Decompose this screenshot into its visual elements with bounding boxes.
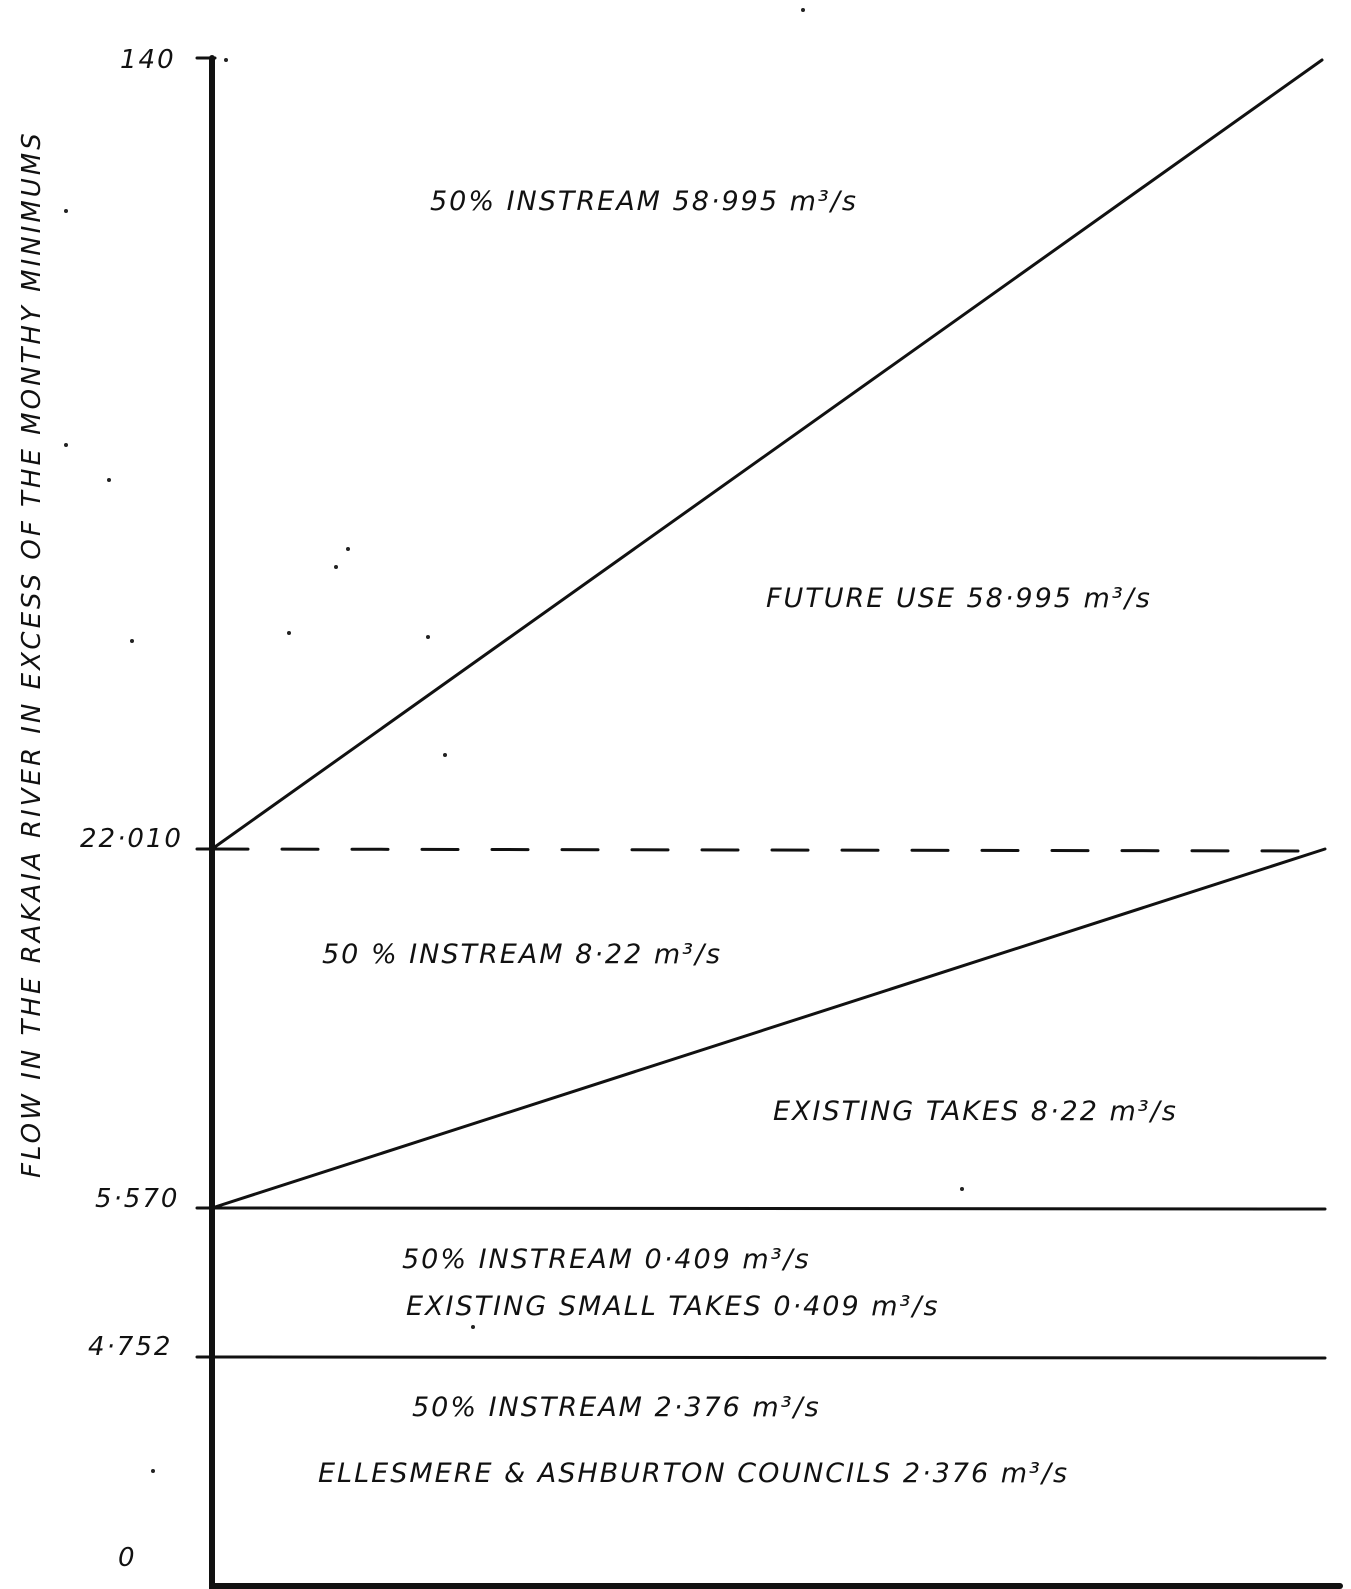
speck	[151, 1469, 155, 1473]
speck	[471, 1325, 475, 1329]
boundary-line-4752	[210, 1355, 1327, 1360]
region-label: ELLESMERE & ASHBURTON COUNCILS 2·376 m³/…	[318, 1458, 1069, 1489]
y-tick-label: 140	[120, 45, 176, 75]
speck	[801, 8, 805, 12]
boundary-line-5570	[210, 1206, 1327, 1211]
scan-specks	[64, 8, 964, 1473]
boundary-diagonal-existing-takes	[210, 847, 1327, 1210]
y-tick-label: 4·752	[88, 1332, 172, 1362]
speck	[426, 635, 430, 639]
boundary-dashed-line-22010	[210, 847, 1327, 853]
boundary-diagonal-future-use	[210, 58, 1324, 851]
speck	[64, 209, 68, 213]
speck	[107, 478, 111, 482]
region-label: 50% INSTREAM 2·376 m³/s	[412, 1392, 821, 1423]
region-label: FUTURE USE 58·995 m³/s	[766, 583, 1152, 614]
speck	[443, 753, 447, 757]
speck	[287, 631, 291, 635]
region-label: 50 % INSTREAM 8·22 m³/s	[322, 939, 722, 970]
y-tick-label: 0	[118, 1543, 137, 1573]
region-label: EXISTING TAKES 8·22 m³/s	[773, 1096, 1178, 1127]
region-label: 50% INSTREAM 0·409 m³/s	[402, 1244, 811, 1275]
speck	[64, 443, 68, 447]
region-label: EXISTING SMALL TAKES 0·409 m³/s	[406, 1291, 940, 1322]
y-tick-label: 5·570	[95, 1184, 179, 1214]
speck	[130, 639, 134, 643]
speck	[224, 58, 228, 62]
y-axis-title: FLOW IN THE RAKAIA RIVER IN EXCESS OF TH…	[17, 130, 47, 1178]
y-tick-label: 22·010	[80, 824, 183, 854]
region-label: 50% INSTREAM 58·995 m³/s	[430, 186, 858, 217]
speck	[334, 565, 338, 569]
speck	[346, 547, 350, 551]
speck	[960, 1187, 964, 1191]
